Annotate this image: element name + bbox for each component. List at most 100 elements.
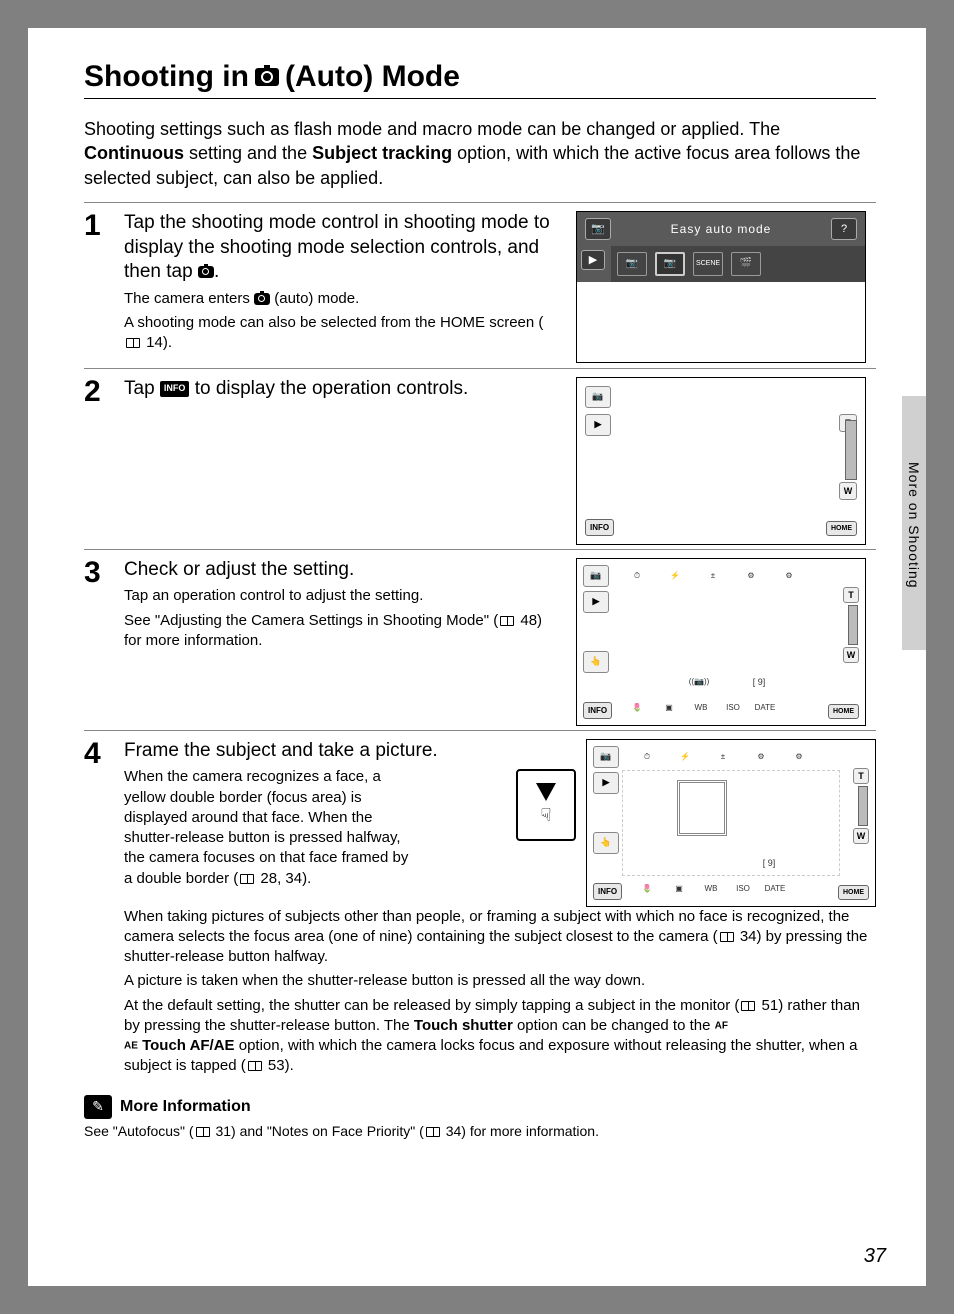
setting-icon[interactable]: ⚙	[739, 567, 763, 585]
book-icon	[126, 338, 140, 348]
info-button[interactable]: INFO	[593, 883, 622, 900]
step-title: Tap INFO to display the operation contro…	[124, 377, 558, 402]
step-title: Check or adjust the setting.	[124, 558, 558, 583]
shooting-mode-icon[interactable]: 📷	[585, 218, 611, 240]
step-number: 3	[84, 558, 112, 655]
step-subtext: When the camera recognizes a face, a yel…	[124, 767, 414, 889]
wb-icon[interactable]: WB	[699, 880, 723, 898]
more-info-heading: ✎ More Information	[84, 1095, 876, 1119]
camera-screen-3: 📷 ▶ 👆 INFO ⏱ ⚡ ± ⚙ ⚙ 🌷 ▣ WB ISO DATE T W	[576, 558, 866, 726]
home-button[interactable]: HOME	[826, 521, 857, 536]
step-number: 4	[84, 739, 112, 1081]
shooting-mode-icon[interactable]: 📷	[583, 565, 609, 587]
self-timer-icon[interactable]: ⏱	[625, 567, 649, 585]
heading-pre: Shooting in	[84, 60, 249, 94]
camera-screen-4: 📷 ▶ 👆 INFO ⏱ ⚡ ± ⚙ ⚙ 🌷 ▣ WB ISO DATE	[586, 739, 876, 907]
hand-icon: ☟	[541, 805, 552, 826]
step-subtext: See "Adjusting the Camera Settings in Sh…	[124, 611, 558, 652]
step-2: 2 Tap INFO to display the operation cont…	[84, 377, 558, 407]
home-button[interactable]: HOME	[828, 704, 859, 719]
zoom-w-icon[interactable]: W	[843, 647, 859, 663]
touch-shutter-icon[interactable]: 👆	[583, 651, 609, 673]
page-number: 37	[864, 1245, 886, 1268]
step-subtext: Tap an operation control to adjust the s…	[124, 586, 558, 606]
zoom-slider[interactable]	[858, 786, 868, 826]
playback-icon[interactable]: ▶	[581, 250, 605, 270]
book-icon	[426, 1127, 440, 1137]
wb-icon[interactable]: WB	[689, 699, 713, 717]
exp-comp-icon[interactable]: ±	[711, 748, 735, 766]
step-number: 1	[84, 211, 112, 358]
zoom-w-icon[interactable]: W	[853, 828, 869, 844]
press-down-diagram: ☟	[516, 769, 576, 841]
counter: [ 9]	[757, 854, 781, 872]
step-4: 4 Frame the subject and take a picture. …	[84, 739, 876, 1081]
exp-comp-icon[interactable]: ±	[701, 567, 725, 585]
zoom-t-icon[interactable]: T	[853, 768, 869, 784]
mode-label: Easy auto mode	[621, 222, 821, 236]
vr-icon: ((📷))	[687, 673, 711, 691]
step-subtext: The camera enters (auto) mode.	[124, 289, 558, 309]
zoom-t-icon[interactable]: T	[843, 587, 859, 603]
divider	[84, 368, 876, 369]
iso-icon[interactable]: ISO	[731, 880, 755, 898]
camera-screen-1: 📷 Easy auto mode ? ▶ 📷 📷 SCENE 🎬	[576, 211, 866, 363]
book-icon	[240, 874, 254, 884]
date-icon[interactable]: DATE	[763, 880, 787, 898]
divider	[84, 730, 876, 731]
continuous-icon[interactable]: ▣	[667, 880, 691, 898]
step-subtext: When taking pictures of subjects other t…	[124, 907, 876, 968]
intro-paragraph: Shooting settings such as flash mode and…	[84, 117, 876, 190]
more-info-title: More Information	[120, 1098, 251, 1116]
step-subtext: At the default setting, the shutter can …	[124, 996, 876, 1077]
step-1: 1 Tap the shooting mode control in shoot…	[84, 211, 558, 358]
setting-icon[interactable]: ⚙	[749, 748, 773, 766]
home-button[interactable]: HOME	[838, 885, 869, 900]
camera-icon	[254, 293, 270, 305]
book-icon	[248, 1061, 262, 1071]
info-button[interactable]: INFO	[585, 519, 614, 536]
help-icon[interactable]: ?	[831, 218, 857, 240]
flash-icon[interactable]: ⚡	[673, 748, 697, 766]
focus-area-frame	[677, 780, 727, 836]
date-icon[interactable]: DATE	[753, 699, 777, 717]
step-title: Tap the shooting mode control in shootin…	[124, 211, 558, 285]
step-subtext: A shooting mode can also be selected fro…	[124, 313, 558, 354]
setting-icon[interactable]: ⚙	[777, 567, 801, 585]
info-pencil-icon: ✎	[84, 1095, 112, 1119]
step-title: Frame the subject and take a picture.	[124, 739, 498, 764]
iso-icon[interactable]: ISO	[721, 699, 745, 717]
viewfinder-image	[622, 770, 840, 876]
book-icon	[741, 1001, 755, 1011]
camera-screen-2: 📷 ▶ INFO T W HOME	[576, 377, 866, 545]
playback-icon[interactable]: ▶	[583, 591, 609, 613]
self-timer-icon[interactable]: ⏱	[635, 748, 659, 766]
mode-easy-auto[interactable]: 📷	[655, 252, 685, 276]
mode-scene[interactable]: SCENE	[693, 252, 723, 276]
continuous-icon[interactable]: ▣	[657, 699, 681, 717]
page-title: Shooting in (Auto) Mode	[84, 60, 876, 94]
playback-icon[interactable]: ▶	[585, 414, 611, 436]
mode-auto[interactable]: 📷	[617, 252, 647, 276]
step-subtext: A picture is taken when the shutter-rele…	[124, 971, 876, 991]
counter: [ 9]	[747, 673, 771, 691]
zoom-slider[interactable]	[845, 420, 857, 480]
book-icon	[500, 616, 514, 626]
macro-icon[interactable]: 🌷	[635, 880, 659, 898]
zoom-w-icon[interactable]: W	[839, 482, 857, 500]
more-info-text: See "Autofocus" ( 31) and "Notes on Face…	[84, 1123, 876, 1139]
info-button[interactable]: INFO	[583, 702, 612, 719]
macro-icon[interactable]: 🌷	[625, 699, 649, 717]
mode-movie[interactable]: 🎬	[731, 252, 761, 276]
info-tag-icon: INFO	[160, 381, 190, 397]
shooting-mode-icon[interactable]: 📷	[593, 746, 619, 768]
shooting-mode-icon[interactable]: 📷	[585, 386, 611, 408]
setting-icon[interactable]: ⚙	[787, 748, 811, 766]
zoom-slider[interactable]	[848, 605, 858, 645]
divider	[84, 549, 876, 550]
playback-icon[interactable]: ▶	[593, 772, 619, 794]
touch-shutter-icon[interactable]: 👆	[593, 832, 619, 854]
flash-icon[interactable]: ⚡	[663, 567, 687, 585]
camera-icon	[255, 68, 279, 86]
arrow-down-icon	[536, 783, 556, 801]
